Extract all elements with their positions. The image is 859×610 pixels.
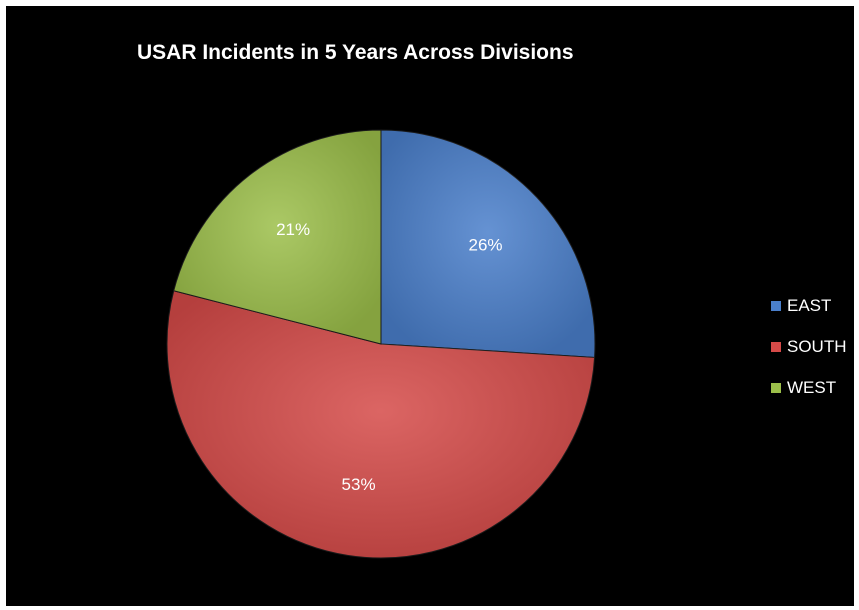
legend-label-west: WEST (787, 378, 837, 397)
data-label-south: 53% (342, 475, 376, 494)
legend-item-west: WEST (771, 377, 847, 399)
legend: EAST SOUTH WEST (771, 295, 847, 418)
data-label-west: 21% (276, 220, 310, 239)
pie-slice-shade-south (166, 290, 595, 559)
chart-title: USAR Incidents in 5 Years Across Divisio… (137, 41, 574, 64)
pie-chart: 26% 53% 21% (166, 129, 596, 559)
legend-swatch-west (771, 383, 781, 393)
legend-label-south: SOUTH (787, 337, 847, 356)
data-label-east: 26% (469, 235, 503, 254)
pie-slice-shade-east (381, 130, 595, 358)
legend-item-east: EAST (771, 295, 847, 317)
legend-label-east: EAST (787, 296, 832, 315)
legend-swatch-east (771, 301, 781, 311)
legend-item-south: SOUTH (771, 336, 847, 358)
legend-swatch-south (771, 342, 781, 352)
chart-area: USAR Incidents in 5 Years Across Divisio… (6, 6, 854, 606)
pie-slice-shade-west (173, 130, 381, 344)
